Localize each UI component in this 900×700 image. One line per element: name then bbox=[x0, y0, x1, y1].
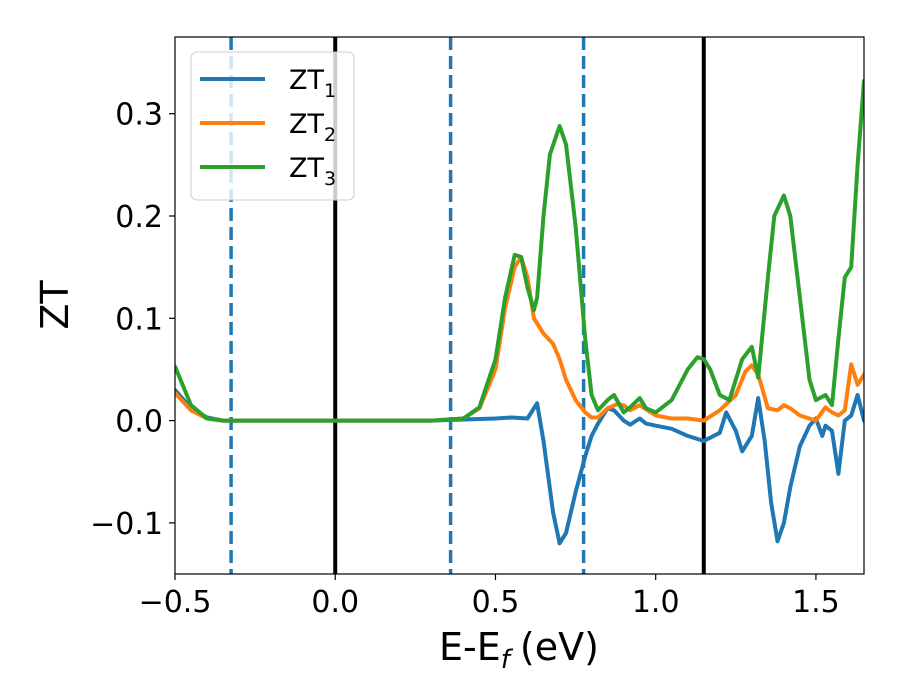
plot-area-frame bbox=[174, 36, 865, 575]
legend-label-2: ZT2 bbox=[289, 109, 336, 146]
series-line-1 bbox=[175, 387, 864, 546]
y-axis-label: ZT bbox=[33, 280, 77, 330]
x-tick-label: 1.0 bbox=[632, 585, 680, 620]
x-tick-label: 1.5 bbox=[792, 585, 840, 620]
legend-items: ZT1 ZT2 ZT3 bbox=[200, 65, 336, 190]
x-axis-ticks: −0.5 0.0 0.5 1.0 1.5 bbox=[139, 574, 840, 620]
x-tick-label: 0.0 bbox=[311, 585, 359, 620]
y-tick-label: 0.2 bbox=[115, 200, 163, 235]
series-lines bbox=[175, 79, 864, 546]
legend-box bbox=[190, 51, 355, 201]
x-tick-label: −0.5 bbox=[139, 585, 212, 620]
y-tick-label: 0.1 bbox=[115, 302, 163, 337]
series-line-3 bbox=[175, 79, 864, 423]
legend: ZT1 ZT2 ZT3 bbox=[190, 51, 355, 201]
y-axis-ticks: −0.1 0.0 0.1 0.2 0.3 bbox=[90, 98, 175, 542]
x-axis-label-unit: (eV) bbox=[520, 625, 599, 669]
x-axis-label-main: E-E bbox=[439, 625, 501, 669]
x-tick-label: 0.5 bbox=[472, 585, 520, 620]
legend-label-1: ZT1 bbox=[289, 65, 336, 102]
y-tick-label: 0.3 bbox=[115, 98, 163, 133]
y-tick-label: −0.1 bbox=[90, 507, 163, 542]
y-tick-label: 0.0 bbox=[115, 405, 163, 440]
legend-label-3: ZT3 bbox=[289, 153, 336, 190]
x-axis-label: E-Ef (eV) bbox=[439, 625, 599, 675]
x-axis-label-sub: f bbox=[501, 645, 514, 675]
